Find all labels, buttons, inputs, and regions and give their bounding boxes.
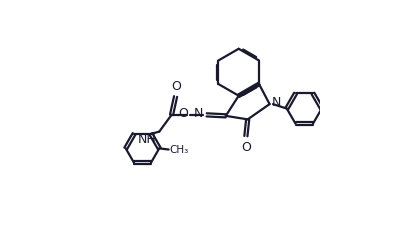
Text: N: N bbox=[194, 107, 203, 120]
Text: N: N bbox=[272, 97, 281, 110]
Text: NH: NH bbox=[138, 133, 156, 146]
Text: O: O bbox=[241, 141, 251, 154]
Text: O: O bbox=[171, 80, 181, 93]
Text: CH₃: CH₃ bbox=[170, 144, 189, 155]
Text: O: O bbox=[178, 107, 188, 120]
